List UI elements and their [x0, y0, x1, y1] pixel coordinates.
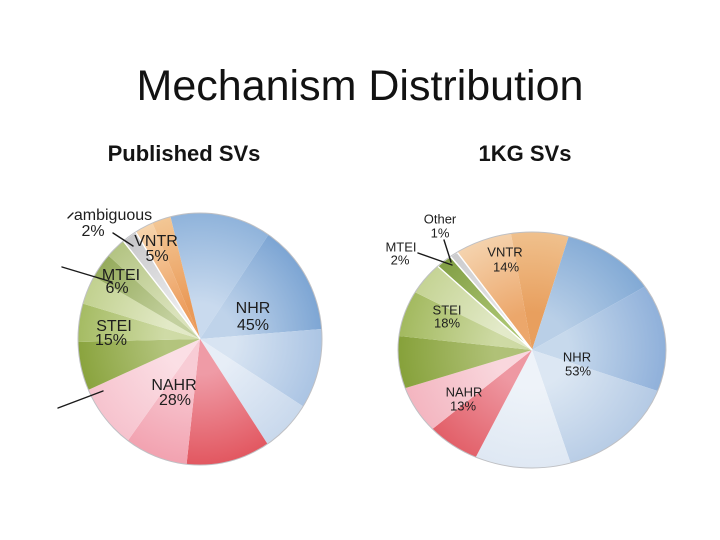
- 1kg-svs-slice-mtei: [437, 256, 532, 350]
- 1kg-svs-slice-band: [532, 236, 645, 350]
- 1kg-svs-pie-rim: [397, 231, 667, 469]
- 1kg-svs-label-other: 1%: [430, 225, 450, 241]
- published-svs-slice-band: [93, 255, 200, 339]
- 1kg-svs-slice-band: [532, 286, 667, 392]
- published-svs-label-stei: STEI: [96, 318, 132, 335]
- 1kg-svs-label-mtei: MTEI: [385, 239, 417, 255]
- published-svs-slice-mtei: [93, 241, 200, 339]
- 1kg-svs-slice-band: [432, 350, 532, 458]
- 1kg-svs-slice-nahr: [405, 350, 532, 458]
- published-svs-label-ambiguous: ambiguous: [73, 207, 153, 224]
- published-svs-pie-rim: [77, 212, 323, 466]
- 1kg-svs-label-nahr: NAHR: [445, 384, 483, 400]
- 1kg-svs-label-stei: STEI: [432, 302, 462, 318]
- published-svs-slice-band: [77, 303, 200, 342]
- published-svs-slice-band: [135, 222, 200, 339]
- published-svs-leader-line: [112, 232, 134, 247]
- 1kg-svs-pie-chart: [397, 231, 667, 469]
- published-svs-slice-band: [123, 231, 200, 339]
- 1kg-svs-label-nhr: 53%: [564, 363, 592, 379]
- 1kg-svs-slice-band: [398, 292, 532, 350]
- 1kg-svs-leader-line: [443, 239, 452, 263]
- 1kg-svs-slice-other: [450, 252, 532, 350]
- left-chart-title: Published SVs: [107, 141, 261, 166]
- published-svs-slice-band: [82, 276, 200, 339]
- published-svs-slice-band: [200, 234, 322, 339]
- published-svs-label-vntr: VNTR: [134, 233, 178, 250]
- published-svs-label-ambiguous: 2%: [81, 223, 105, 240]
- 1kg-svs-slice-stei: [398, 266, 532, 389]
- published-svs-label-vntr: 5%: [145, 248, 169, 265]
- 1kg-svs-slice-band: [398, 336, 532, 389]
- published-svs-slice-vntr: [135, 216, 200, 339]
- published-svs-slice-band: [108, 241, 200, 339]
- published-svs-slice-band: [152, 216, 200, 339]
- published-svs-slice-band: [127, 339, 200, 465]
- 1kg-svs-slice-band: [450, 252, 532, 350]
- published-svs-label-stei: 15%: [94, 332, 128, 349]
- published-svs-slice-band: [200, 339, 304, 444]
- published-svs-leader-line: [67, 212, 74, 219]
- published-svs-slice-band: [186, 339, 268, 466]
- 1kg-svs-leader-line: [417, 252, 453, 266]
- published-svs-leader-line: [57, 390, 104, 409]
- 1kg-svs-slice-band: [457, 233, 532, 350]
- published-svs-slice-band: [170, 212, 269, 339]
- published-svs-label-mtei: 6%: [105, 280, 129, 297]
- published-svs-slice-band: [200, 328, 322, 407]
- 1kg-svs-slice-band: [415, 266, 532, 350]
- published-svs-label-mtei: MTEI: [101, 267, 141, 284]
- published-svs-slice-nahr: [88, 339, 268, 466]
- 1kg-svs-slice-band: [475, 350, 571, 468]
- published-svs-slice-band: [88, 339, 200, 441]
- 1kg-svs-label-nahr: 13%: [449, 398, 477, 414]
- published-svs-pie-chart: [57, 212, 323, 466]
- 1kg-svs-slice-band: [405, 350, 532, 429]
- 1kg-svs-slice-nhr: [475, 236, 667, 468]
- 1kg-svs-slice-band: [510, 232, 569, 350]
- published-svs-leader-line: [61, 266, 113, 283]
- published-svs-label-nhr: 45%: [236, 317, 270, 334]
- 1kg-svs-label-vntr: 14%: [492, 259, 520, 275]
- 1kg-svs-slice-vntr: [457, 232, 569, 350]
- published-svs-slice-stei: [77, 276, 200, 390]
- 1kg-svs-label-stei: 18%: [433, 315, 461, 331]
- 1kg-svs-label-other: Other: [423, 211, 457, 227]
- published-svs-slice-ambiguous: [123, 231, 200, 339]
- 1kg-svs-label-mtei: 2%: [390, 252, 410, 268]
- published-svs-label-nhr: NHR: [235, 300, 271, 317]
- right-chart-title: 1KG SVs: [478, 141, 572, 166]
- 1kg-svs-slice-band: [532, 350, 658, 463]
- published-svs-label-nahr: 28%: [158, 392, 192, 409]
- 1kg-svs-label-nhr: NHR: [562, 349, 592, 365]
- slide-title: Mechanism Distribution: [136, 62, 584, 110]
- 1kg-svs-slice-band: [437, 256, 532, 350]
- published-svs-slice-nhr: [170, 212, 322, 444]
- published-svs-label-nahr: NAHR: [151, 377, 197, 394]
- published-svs-slice-band: [78, 339, 200, 390]
- 1kg-svs-label-vntr: VNTR: [487, 244, 523, 260]
